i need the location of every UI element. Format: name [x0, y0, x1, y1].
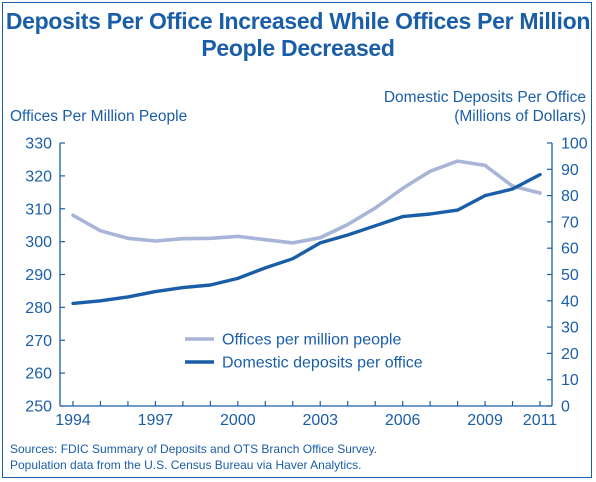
left-tick-label: 270	[25, 333, 52, 350]
left-tick-label: 320	[25, 168, 52, 185]
axes-layer: 250 260 270 280 290 300 310 320 330 0 10 20 30 40 50 60…	[25, 136, 588, 430]
legend-label-offices: Offices per million people	[222, 332, 401, 349]
right-axis-title-line2: (Millions of Dollars)	[454, 108, 586, 125]
x-tick-label: 2009	[467, 412, 503, 429]
right-tick-label: 100	[561, 136, 588, 153]
chart-title-line1: Deposits Per Office Increased While Offi…	[5, 8, 591, 34]
right-tick-label: 40	[561, 293, 579, 310]
legend: Offices per million people Domestic depos…	[185, 332, 423, 372]
x-tick-label: 2006	[385, 412, 421, 429]
series-layer	[71, 159, 542, 306]
chart-title-line2: People Decreased	[201, 35, 395, 61]
left-tick-label: 280	[25, 300, 52, 317]
source-line2: Population data from the U.S. Census Bur…	[10, 458, 362, 472]
x-tick-label: 2003	[302, 412, 338, 429]
source-line1: Sources: FDIC Summary of Deposits and OT…	[10, 442, 378, 456]
left-tick-label: 330	[25, 136, 52, 153]
chart-title: Deposits Per Office Increased While Offi…	[0, 8, 596, 62]
right-tick-label: 90	[561, 162, 579, 179]
left-axis-title: Offices Per Million People	[10, 108, 188, 125]
right-tick-label: 20	[561, 346, 579, 363]
left-tick-label: 250	[25, 399, 52, 416]
left-tick-label: 260	[25, 366, 52, 383]
right-tick-label: 70	[561, 214, 579, 231]
offices-series-line	[71, 159, 542, 245]
legend-label-deposits: Domestic deposits per office	[222, 355, 423, 372]
x-tick-label: 1994	[55, 412, 91, 429]
chart-frame	[2, 2, 592, 478]
source-note: Sources: FDIC Summary of Deposits and OT…	[10, 441, 377, 473]
deposits-series-line	[71, 172, 542, 306]
left-tick-label: 310	[25, 201, 52, 218]
x-tick-label: 2000	[220, 412, 256, 429]
right-tick-label: 80	[561, 188, 579, 205]
right-tick-label: 60	[561, 241, 579, 258]
right-tick-label: 50	[561, 267, 579, 284]
right-tick-label: 0	[561, 399, 570, 416]
left-tick-label: 290	[25, 267, 52, 284]
right-tick-label: 10	[561, 372, 579, 389]
left-tick-label: 300	[25, 234, 52, 251]
x-tick-label: 2011	[523, 412, 558, 429]
right-tick-label: 30	[561, 320, 579, 337]
x-tick-label: 1997	[138, 412, 174, 429]
right-axis-title-line1: Domestic Deposits Per Office	[383, 89, 586, 106]
right-axis-title: Domestic Deposits Per Office (Millions o…	[384, 88, 586, 126]
